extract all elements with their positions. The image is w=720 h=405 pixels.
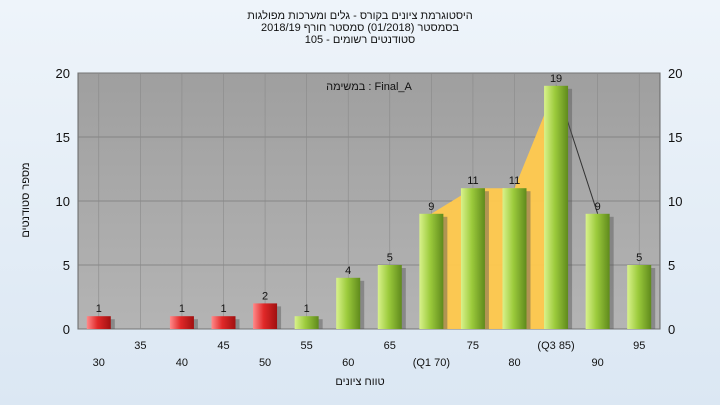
y-tick-left-3: 15: [56, 130, 70, 145]
chart-subtitle-students: סטודנטים רשומים - 105: [304, 34, 416, 46]
bar-4: [253, 303, 278, 329]
bar-2: [169, 316, 194, 329]
bar-9: [460, 188, 485, 329]
data-label-4: 2: [262, 290, 268, 302]
x-tick-8: (Q1 70): [413, 357, 450, 369]
bar-0: [86, 316, 111, 329]
data-label-10: 11: [509, 175, 520, 187]
y-tick-left-4: 20: [56, 66, 70, 81]
data-label-8: 9: [428, 201, 434, 213]
y-axis-label: מספר סטודנטים: [20, 162, 32, 238]
bar-5: [294, 316, 319, 329]
data-label-5: 1: [304, 303, 310, 315]
y-tick-left-1: 5: [63, 258, 70, 273]
x-tick-13: 95: [633, 340, 645, 352]
chart-title: היסטוגרמת ציונים בקורס - גלים ומערכות מפ…: [247, 10, 473, 22]
x-tick-7: 65: [384, 340, 396, 352]
y-tick-right-1: 5: [668, 258, 675, 273]
bar-13: [627, 265, 652, 329]
data-label-13: 5: [636, 252, 642, 264]
x-tick-9: 75: [467, 340, 479, 352]
data-label-11: 19: [550, 73, 562, 85]
bar-6: [336, 277, 361, 329]
bar-3: [211, 316, 236, 329]
chart-annotation: במשימה : Final_A: [326, 81, 412, 93]
bar-10: [502, 188, 527, 329]
x-tick-5: 55: [301, 340, 313, 352]
data-label-9: 11: [467, 175, 478, 187]
x-tick-3: 45: [217, 340, 229, 352]
y-tick-right-4: 20: [668, 66, 682, 81]
data-label-12: 9: [595, 201, 601, 213]
y-tick-right-3: 15: [668, 130, 682, 145]
x-tick-0: 30: [93, 357, 105, 369]
bar-8: [419, 213, 444, 329]
data-label-2: 1: [179, 303, 185, 315]
y-tick-right-0: 0: [668, 322, 675, 337]
data-label-7: 5: [387, 252, 393, 264]
x-tick-2: 40: [176, 357, 188, 369]
bar-11: [544, 85, 569, 329]
x-tick-11: (Q3 85): [537, 340, 574, 352]
chart-title-block: היסטוגרמת ציונים בקורס - גלים ומערכות מפ…: [0, 10, 720, 46]
x-axis-label: טווח ציונים: [335, 376, 385, 388]
x-tick-4: 50: [259, 357, 271, 369]
chart-subtitle-semester: בסמסטר (01/2018) סמסטר חורף 2018/19: [260, 22, 460, 34]
data-label-0: 1: [96, 303, 102, 315]
x-tick-10: 80: [508, 357, 520, 369]
y-tick-left-2: 10: [56, 194, 70, 209]
x-tick-6: 60: [342, 357, 354, 369]
data-label-3: 1: [220, 303, 226, 315]
data-label-6: 4: [345, 265, 351, 277]
y-tick-right-2: 10: [668, 194, 682, 209]
y-tick-left-0: 0: [63, 322, 70, 337]
x-tick-12: 90: [592, 357, 604, 369]
x-tick-1: 35: [134, 340, 146, 352]
bar-12: [585, 213, 610, 329]
bar-7: [377, 265, 402, 329]
